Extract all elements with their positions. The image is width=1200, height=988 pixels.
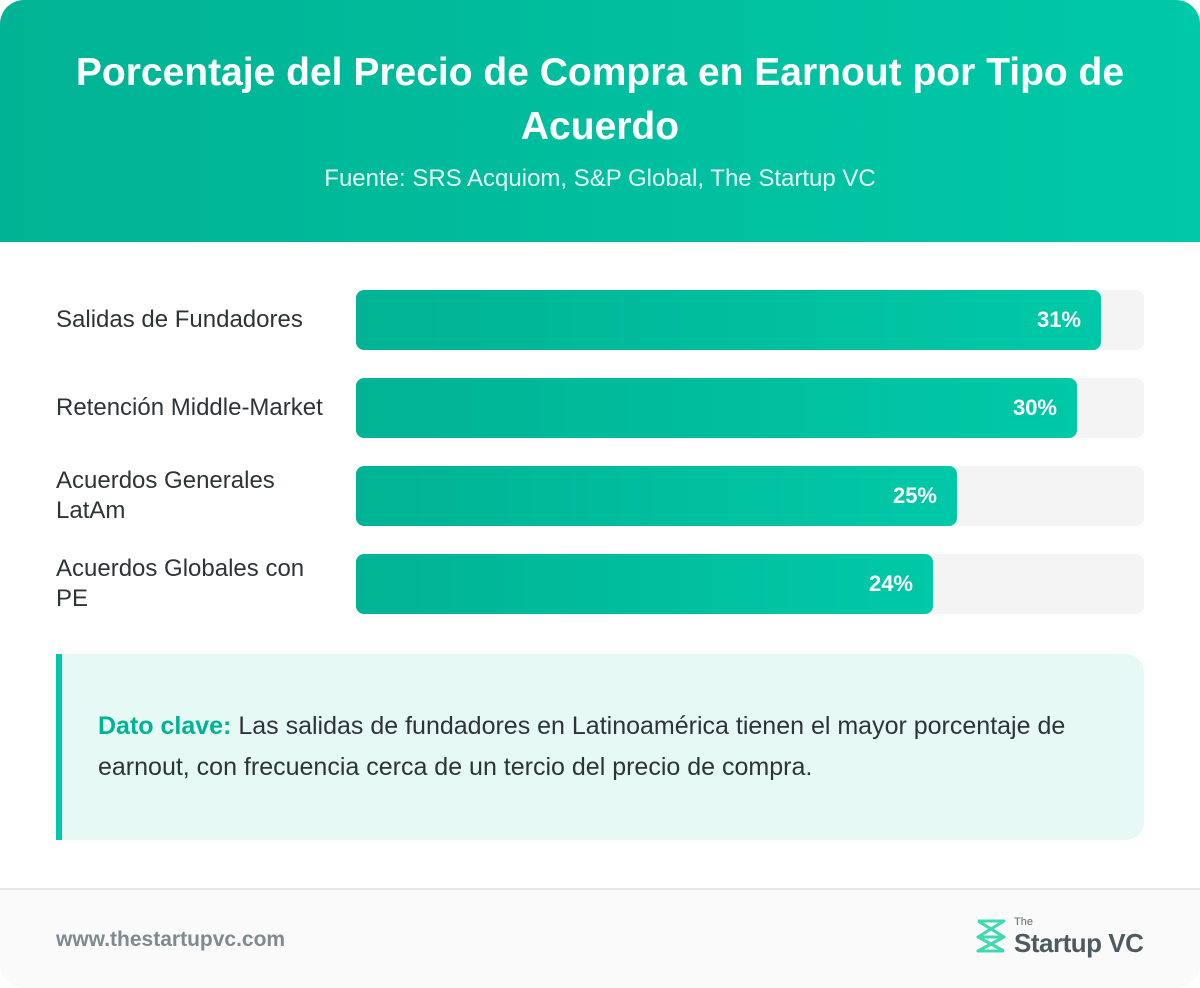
bar: 30%: [356, 378, 1077, 438]
bar-value-label: 25%: [892, 483, 937, 508]
category-label: Salidas de Fundadores: [56, 306, 303, 333]
footer: www.thestartupvc.com The Startup VC: [0, 888, 1200, 988]
bar-row: Salidas de Fundadores 31%: [56, 290, 1144, 350]
bar: 24%: [356, 554, 933, 614]
brand-logo: The Startup VC: [974, 916, 1144, 960]
bar-track: 24%: [356, 554, 1144, 614]
chart-subtitle: Fuente: SRS Acquiom, S&P Global, The Sta…: [324, 165, 876, 192]
website-link[interactable]: www.thestartupvc.com: [56, 928, 286, 951]
category-label: Acuerdos Globales con PE: [56, 555, 305, 612]
bar: 25%: [356, 466, 957, 526]
bar-value-label: 24%: [868, 571, 913, 596]
bar-value-label: 30%: [1012, 395, 1057, 420]
category-label: Acuerdos Generales LatAm: [56, 467, 275, 524]
bar-track: 25%: [356, 466, 1144, 526]
bar-track: 31%: [356, 290, 1144, 350]
bar: 31%: [356, 290, 1101, 350]
bar-row: Retención Middle-Market 30%: [56, 378, 1144, 438]
category-label: Retención Middle-Market: [56, 394, 323, 421]
chart-title: Porcentaje del Precio de Compra en Earno…: [75, 51, 1125, 148]
key-fact-text: Dato clave: Las salidas de fundadores en…: [98, 706, 1114, 788]
bar-row: Acuerdos Globales con PE 24%: [56, 554, 1144, 614]
header: Porcentaje del Precio de Compra en Earno…: [0, 0, 1200, 242]
bar-track: 30%: [356, 378, 1144, 438]
bar-row: Acuerdos Generales LatAm 25%: [56, 466, 1144, 526]
bar-value-label: 31%: [1036, 307, 1081, 332]
logo-name-text: Startup VC: [1014, 928, 1144, 958]
startup-vc-logo-icon: [976, 919, 1006, 953]
key-fact-callout: Dato clave: Las salidas de fundadores en…: [56, 654, 1144, 840]
logo-the-text: The: [1014, 916, 1033, 928]
key-fact-body: Las salidas de fundadores en Latinoaméri…: [98, 712, 1066, 781]
key-fact-label: Dato clave:: [98, 712, 232, 740]
